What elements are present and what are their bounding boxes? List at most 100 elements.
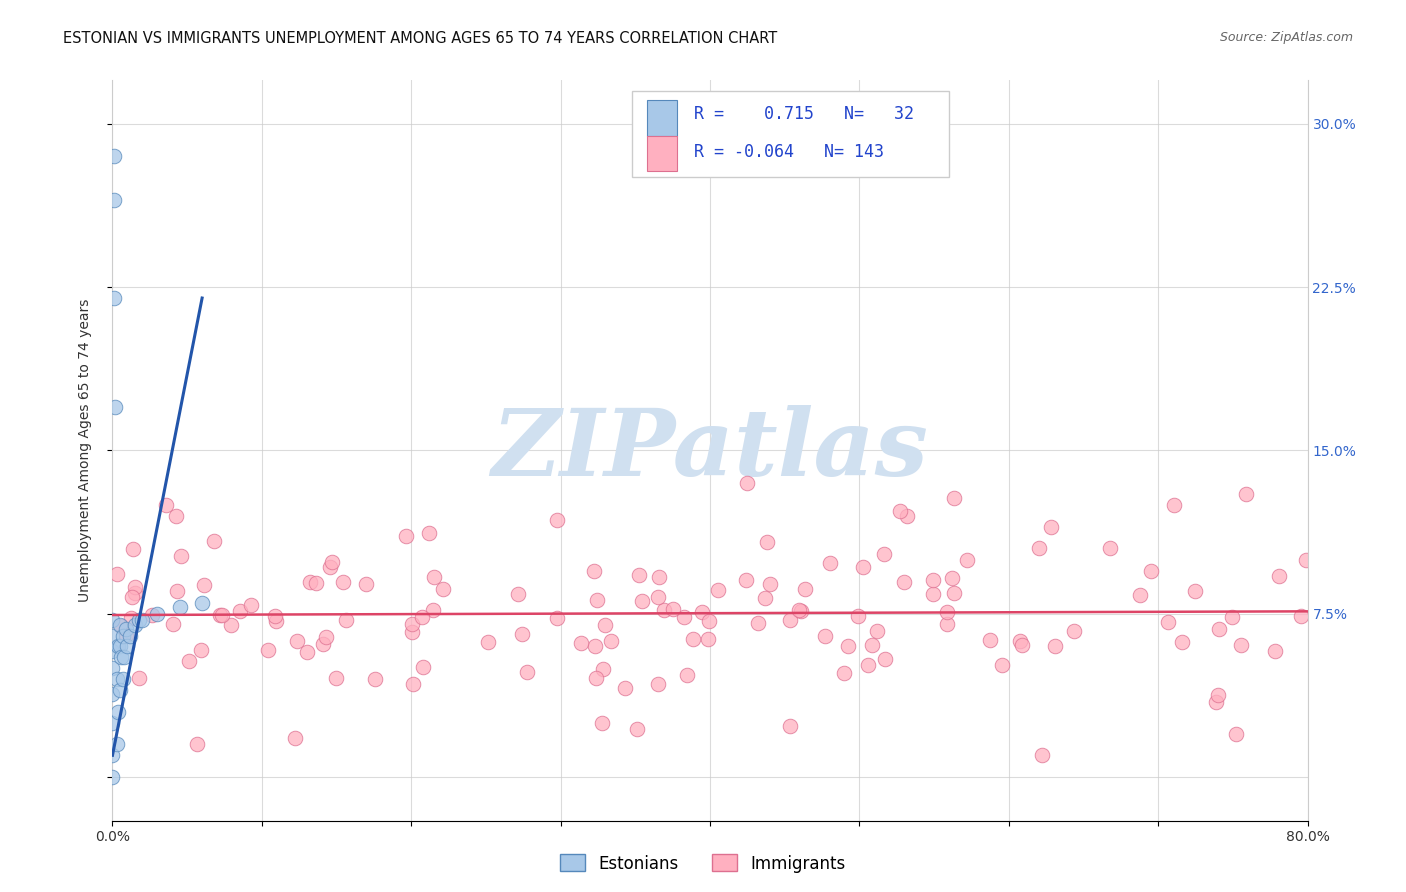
Point	[170, 549, 193, 563]
Point	[941, 571, 963, 585]
Point	[186, 738, 208, 752]
Point	[117, 640, 139, 654]
Point	[103, 291, 125, 305]
Point	[690, 606, 713, 620]
Point	[124, 580, 146, 594]
Point	[647, 677, 669, 691]
Point	[682, 632, 704, 646]
Point	[169, 600, 191, 615]
Y-axis label: Unemployment Among Ages 65 to 74 years: Unemployment Among Ages 65 to 74 years	[77, 299, 91, 602]
Point	[1028, 541, 1050, 556]
Point	[593, 617, 616, 632]
Point	[120, 611, 142, 625]
Point	[779, 613, 801, 627]
Point	[363, 673, 385, 687]
Text: ZIPatlas: ZIPatlas	[492, 406, 928, 495]
Point	[789, 604, 811, 618]
Point	[107, 640, 129, 654]
Point	[208, 608, 231, 623]
Point	[110, 618, 132, 632]
Point	[105, 567, 128, 582]
Point	[935, 605, 957, 619]
Point	[411, 610, 433, 624]
Point	[111, 629, 134, 643]
Point	[122, 542, 145, 557]
Point	[735, 476, 758, 491]
Point	[936, 616, 959, 631]
Point	[979, 633, 1001, 648]
Point	[832, 666, 855, 681]
Point	[162, 616, 184, 631]
Point	[1010, 634, 1032, 648]
Point	[1289, 609, 1312, 624]
Point	[101, 661, 124, 675]
Point	[818, 557, 841, 571]
Point	[546, 513, 568, 527]
Point	[866, 624, 889, 638]
Point	[896, 508, 918, 523]
Point	[613, 681, 636, 696]
Point	[305, 575, 328, 590]
Point	[432, 582, 454, 596]
Point	[315, 630, 337, 644]
Point	[221, 618, 243, 632]
Point	[103, 193, 125, 207]
Point	[1225, 726, 1247, 740]
Point	[592, 661, 614, 675]
Point	[124, 586, 146, 600]
Point	[423, 570, 446, 584]
Point	[101, 715, 124, 730]
Point	[546, 611, 568, 625]
Point	[193, 578, 215, 592]
Point	[706, 582, 728, 597]
Point	[860, 638, 883, 652]
Point	[735, 573, 758, 587]
Point	[165, 508, 187, 523]
Point	[191, 596, 214, 610]
Point	[108, 617, 131, 632]
Point	[177, 654, 200, 668]
Point	[155, 498, 177, 512]
Point	[943, 491, 966, 506]
Point	[779, 719, 801, 733]
Point	[814, 629, 837, 643]
Point	[256, 642, 278, 657]
FancyBboxPatch shape	[633, 91, 949, 177]
Point	[321, 555, 343, 569]
Point	[264, 608, 287, 623]
Text: ESTONIAN VS IMMIGRANTS UNEMPLOYMENT AMONG AGES 65 TO 74 YEARS CORRELATION CHART: ESTONIAN VS IMMIGRANTS UNEMPLOYMENT AMON…	[63, 31, 778, 46]
Point	[858, 658, 880, 673]
Point	[652, 603, 675, 617]
Point	[1031, 748, 1053, 763]
Point	[141, 608, 163, 623]
Point	[1129, 588, 1152, 602]
Point	[631, 593, 654, 607]
Point	[569, 635, 592, 649]
Point	[662, 602, 685, 616]
Point	[583, 564, 606, 578]
FancyBboxPatch shape	[647, 100, 676, 136]
Point	[875, 652, 897, 666]
Point	[131, 613, 153, 627]
Point	[477, 634, 499, 648]
Point	[1184, 583, 1206, 598]
Point	[787, 603, 810, 617]
Point	[101, 687, 124, 701]
Point	[1268, 568, 1291, 582]
Point	[1139, 564, 1161, 578]
Point	[991, 657, 1014, 672]
Point	[295, 645, 318, 659]
Point	[1011, 638, 1033, 652]
Point	[211, 607, 233, 622]
Point	[648, 570, 671, 584]
Point	[1157, 615, 1180, 630]
Point	[1040, 519, 1063, 533]
Point	[585, 671, 607, 685]
Point	[239, 598, 262, 612]
Point	[115, 622, 138, 636]
Point	[893, 575, 915, 590]
Point	[755, 535, 778, 549]
Point	[101, 613, 124, 627]
Point	[1230, 638, 1253, 652]
Point	[121, 590, 143, 604]
